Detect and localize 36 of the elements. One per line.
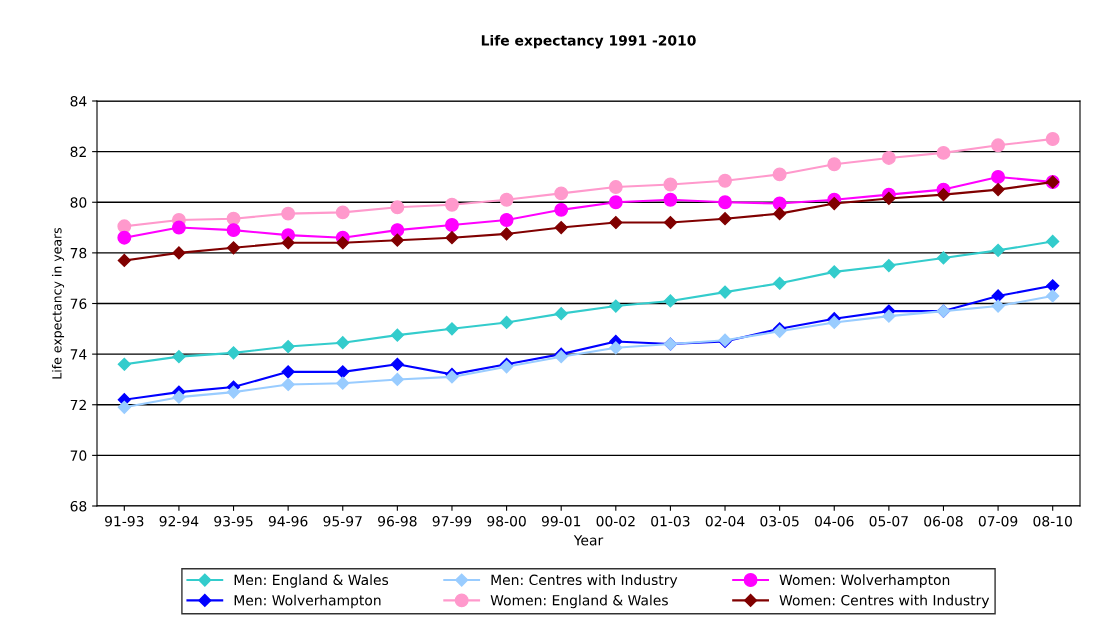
x-tick-label: 02-04 xyxy=(705,515,745,527)
y-tick-label: 84 xyxy=(70,95,87,107)
x-tick-label: 94-96 xyxy=(268,515,308,527)
legend-label: Women: Wolverhampton xyxy=(779,574,950,588)
y-axis-title: Life expectancy in years xyxy=(51,227,65,379)
x-tick-label: 98-00 xyxy=(487,515,526,527)
legend-label: Women: Centres with Industry xyxy=(779,594,990,609)
x-axis-title: Year xyxy=(573,535,604,546)
legend-label: Women: England & Wales xyxy=(490,594,668,609)
legend-label: Men: Centres with Industry xyxy=(491,574,678,588)
x-tick-label: 01-03 xyxy=(651,515,690,527)
x-tick-label: 06-08 xyxy=(924,515,963,527)
x-tick-label: 95-97 xyxy=(323,515,362,527)
x-tick-label: 96-98 xyxy=(378,515,417,527)
x-tick-label: 97-99 xyxy=(432,515,472,527)
x-tick-label: 05-07 xyxy=(869,515,908,527)
y-tick-label: 68 xyxy=(70,500,87,512)
y-tick-label: 70 xyxy=(70,450,87,461)
y-tick-label: 78 xyxy=(70,247,87,259)
y-tick-label: 82 xyxy=(70,146,86,158)
chart-title: Life expectancy 1991 -2010 xyxy=(481,34,696,49)
legend-label: Men: Wolverhampton xyxy=(234,594,381,609)
y-tick-label: 80 xyxy=(70,197,87,208)
x-tick-label: 91-93 xyxy=(105,515,144,527)
x-tick-label: 93-95 xyxy=(214,515,253,527)
x-tick-label: 04-06 xyxy=(814,515,854,527)
x-tick-label: 07-09 xyxy=(978,515,1018,527)
y-tick-label: 76 xyxy=(70,298,87,309)
x-tick-label: 00-02 xyxy=(596,515,635,527)
y-tick-label: 74 xyxy=(70,349,87,360)
x-tick-label: 99-01 xyxy=(541,515,581,527)
x-tick-label: 92-94 xyxy=(159,515,199,527)
x-tick-label: 08-10 xyxy=(1033,515,1072,527)
x-tick-label: 03-05 xyxy=(760,515,799,527)
y-tick-label: 72 xyxy=(70,399,86,411)
legend-label: Men: England & Wales xyxy=(234,574,389,588)
